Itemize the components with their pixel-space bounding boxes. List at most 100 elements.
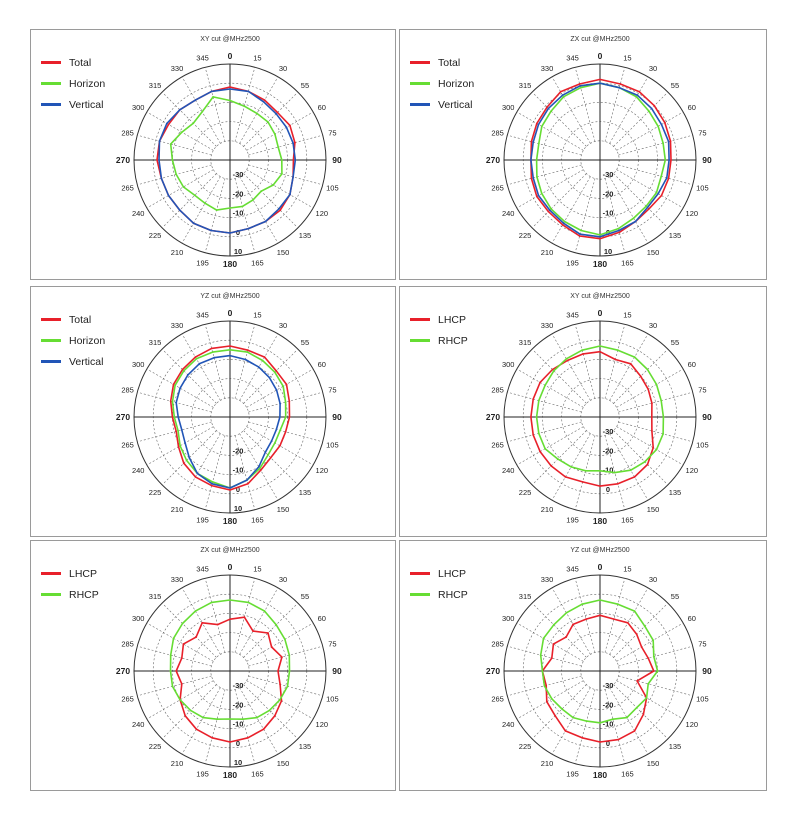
series-point	[542, 637, 545, 640]
series-point	[257, 366, 260, 368]
series-point	[632, 217, 635, 220]
grid-spoke	[248, 645, 323, 667]
series-point	[562, 95, 565, 98]
series-point	[619, 83, 622, 85]
angle-tick-label: 0	[228, 51, 233, 61]
radial-tick-label: -10	[603, 720, 614, 729]
legend-swatch	[41, 318, 61, 321]
series-point	[264, 451, 267, 454]
angle-tick-label: 210	[171, 759, 184, 768]
grid-spoke	[243, 173, 299, 229]
series-point	[284, 401, 287, 403]
grid-spoke	[137, 421, 212, 443]
series-point	[288, 670, 291, 672]
radial-tick-label: 0	[236, 228, 240, 237]
series-point	[570, 466, 573, 468]
legend-item: RHCP	[410, 584, 468, 605]
angle-tick-label: 30	[649, 575, 657, 584]
series-point	[545, 684, 548, 687]
angle-tick-label: 330	[541, 575, 554, 584]
series-point	[664, 159, 667, 161]
angle-tick-label: 180	[223, 770, 237, 780]
grid-spoke	[146, 426, 214, 466]
series-point	[565, 636, 567, 638]
radial-tick-label: -20	[233, 700, 244, 709]
angle-tick-label: 30	[279, 64, 287, 73]
angle-tick-label: 180	[593, 516, 607, 526]
series-point	[599, 614, 601, 617]
angle-tick-label: 120	[316, 209, 329, 218]
angle-tick-label: 270	[116, 155, 130, 165]
radial-tick-label: -20	[603, 700, 614, 709]
series-point	[158, 159, 160, 161]
grid-spoke	[146, 368, 214, 408]
grid-spoke	[234, 67, 256, 142]
series-point	[546, 106, 548, 108]
series-point	[171, 159, 174, 161]
series-point	[599, 485, 601, 487]
series-point	[277, 146, 280, 148]
legend-swatch	[41, 593, 61, 596]
series-point	[272, 184, 275, 186]
series-point	[179, 698, 182, 701]
angle-tick-label: 240	[502, 466, 515, 475]
series-point	[229, 487, 231, 489]
radial-tick-label: -10	[233, 720, 244, 729]
grid-spoke	[234, 324, 256, 399]
polar-plot: XY cut @MHz2500 0 15 30 55 60 75 90 105 120 135 150…	[486, 293, 712, 526]
angle-tick-label: 105	[696, 694, 709, 703]
series-point	[650, 416, 653, 418]
series-point	[545, 700, 548, 703]
angle-tick-label: 345	[196, 311, 209, 320]
series-point	[267, 121, 269, 123]
angle-tick-label: 0	[598, 51, 603, 61]
series-point	[581, 481, 584, 483]
angle-tick-label: 60	[688, 614, 696, 623]
series-point	[280, 699, 283, 702]
legend-swatch	[41, 61, 61, 64]
series-point	[211, 482, 214, 485]
series-point	[532, 434, 535, 436]
grid-spoke	[604, 689, 626, 764]
grid-spoke	[234, 578, 256, 653]
grid-spoke	[516, 622, 584, 662]
grid-spoke	[618, 645, 693, 667]
series-point	[599, 721, 601, 724]
grid-spoke	[613, 602, 669, 658]
series-point	[213, 356, 216, 359]
series-point	[264, 220, 267, 223]
series-point	[635, 633, 638, 636]
grid-spoke	[618, 391, 693, 413]
grid-spoke	[613, 684, 669, 740]
legend-label: Vertical	[69, 98, 104, 111]
angle-tick-label: 55	[301, 81, 309, 90]
series-point	[572, 716, 574, 719]
series-point	[215, 209, 218, 212]
series-point	[204, 202, 206, 205]
angle-tick-label: 330	[171, 321, 184, 330]
series-point	[643, 625, 646, 628]
polar-plot: YZ cut @MHz2500 0 15 30 55 60 75 90 105 120 135 150…	[486, 547, 712, 780]
series-point	[647, 657, 650, 659]
series-point	[646, 368, 649, 371]
grid-spoke	[246, 368, 314, 408]
series-point	[642, 713, 645, 716]
radial-tick-label: 0	[606, 485, 610, 494]
angle-tick-label: 75	[328, 129, 336, 138]
series-point	[564, 730, 567, 732]
series-point	[210, 229, 213, 232]
grid-spoke	[239, 76, 279, 144]
series-point	[550, 208, 552, 210]
series-point	[550, 657, 553, 659]
series-point	[614, 471, 616, 474]
series-point	[544, 447, 546, 450]
series-point	[581, 736, 583, 739]
legend: Total Horizon Vertical	[41, 309, 105, 372]
angle-tick-label: 30	[279, 575, 287, 584]
angle-tick-label: 285	[491, 129, 504, 138]
legend-label: Horizon	[69, 77, 106, 90]
series-point	[613, 618, 615, 620]
grid-spoke	[146, 622, 214, 662]
series-point	[171, 685, 174, 688]
series-point	[216, 718, 219, 721]
